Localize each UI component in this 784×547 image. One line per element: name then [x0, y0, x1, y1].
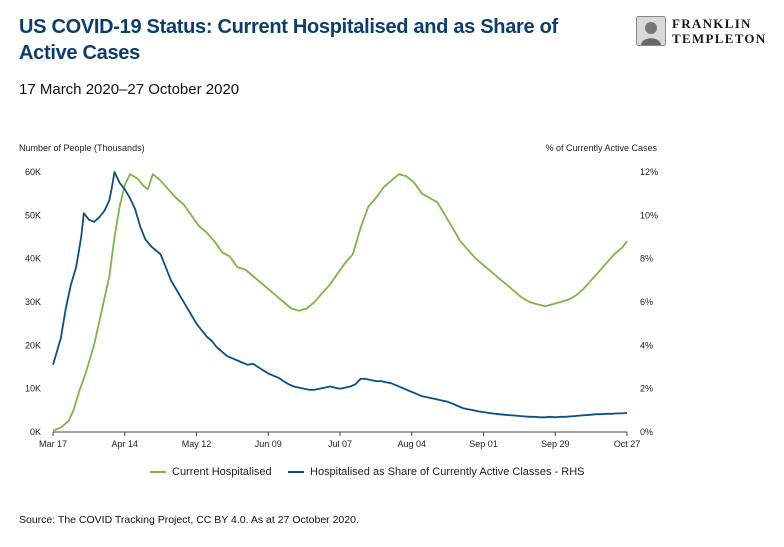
- chart-title: US COVID-19 Status: Current Hospitalised…: [19, 16, 558, 64]
- legend-label-hospitalised: Current Hospitalised: [172, 466, 272, 478]
- right-tick-label: 8%: [640, 254, 653, 264]
- left-tick-label: 0K: [30, 427, 41, 437]
- series-line-hospitalised: [52, 173, 628, 432]
- legend-label-share: Hospitalised as Share of Currently Activ…: [310, 466, 585, 478]
- left-tick-label: 30K: [25, 297, 41, 307]
- left-tick-label: 20K: [25, 340, 41, 350]
- x-tick-label: Apr 14: [111, 439, 138, 449]
- left-tick-label: 50K: [25, 210, 41, 220]
- x-tick-label: Aug 04: [397, 439, 426, 449]
- legend-swatch-green: [150, 471, 166, 473]
- source-note: Source: The COVID Tracking Project, CC B…: [19, 514, 359, 526]
- x-tick-label: May 12: [182, 439, 212, 449]
- logo-line-1: FRANKLIN: [672, 16, 752, 31]
- franklin-templeton-logo: FRANKLIN TEMPLETON: [636, 14, 776, 48]
- legend-item-hospitalised: Current Hospitalised: [150, 466, 272, 478]
- right-tick-label: 2%: [640, 384, 653, 394]
- chart-plot-area: 0K 10K 20K 30K 40K 50K 60K 0% 2% 4% 6% 8% 10% 12% Mar …: [25, 167, 658, 449]
- right-tick-label: 4%: [640, 340, 653, 350]
- left-tick-label: 10K: [25, 384, 41, 394]
- left-axis-title: Number of People (Thousands): [19, 143, 145, 153]
- right-tick-label: 6%: [640, 297, 653, 307]
- logo-line-2: TEMPLETON: [672, 31, 767, 46]
- left-tick-label: 60K: [25, 167, 41, 177]
- x-tick-label: Jul 07: [328, 439, 352, 449]
- legend-swatch-blue: [288, 471, 304, 473]
- chart-subtitle: 17 March 2020–27 October 2020: [19, 81, 240, 98]
- right-tick-label: 12%: [640, 167, 658, 177]
- right-axis-title: % of Currently Active Cases: [545, 143, 657, 153]
- legend-item-share: Hospitalised as Share of Currently Activ…: [288, 466, 585, 478]
- x-tick-label: Sep 01: [469, 439, 498, 449]
- x-tick-label: Sep 29: [541, 439, 570, 449]
- series-line-share: [52, 171, 628, 419]
- chart-legend: Current Hospitalised Hospitalised as Sha…: [0, 466, 784, 482]
- portrait-icon: [636, 16, 666, 46]
- x-tick-label: Mar 17: [39, 439, 67, 449]
- x-tick-label: Oct 27: [614, 439, 641, 449]
- right-tick-label: 10%: [640, 210, 658, 220]
- left-tick-label: 40K: [25, 254, 41, 264]
- x-tick-label: Jun 09: [255, 439, 282, 449]
- right-tick-label: 0%: [640, 427, 653, 437]
